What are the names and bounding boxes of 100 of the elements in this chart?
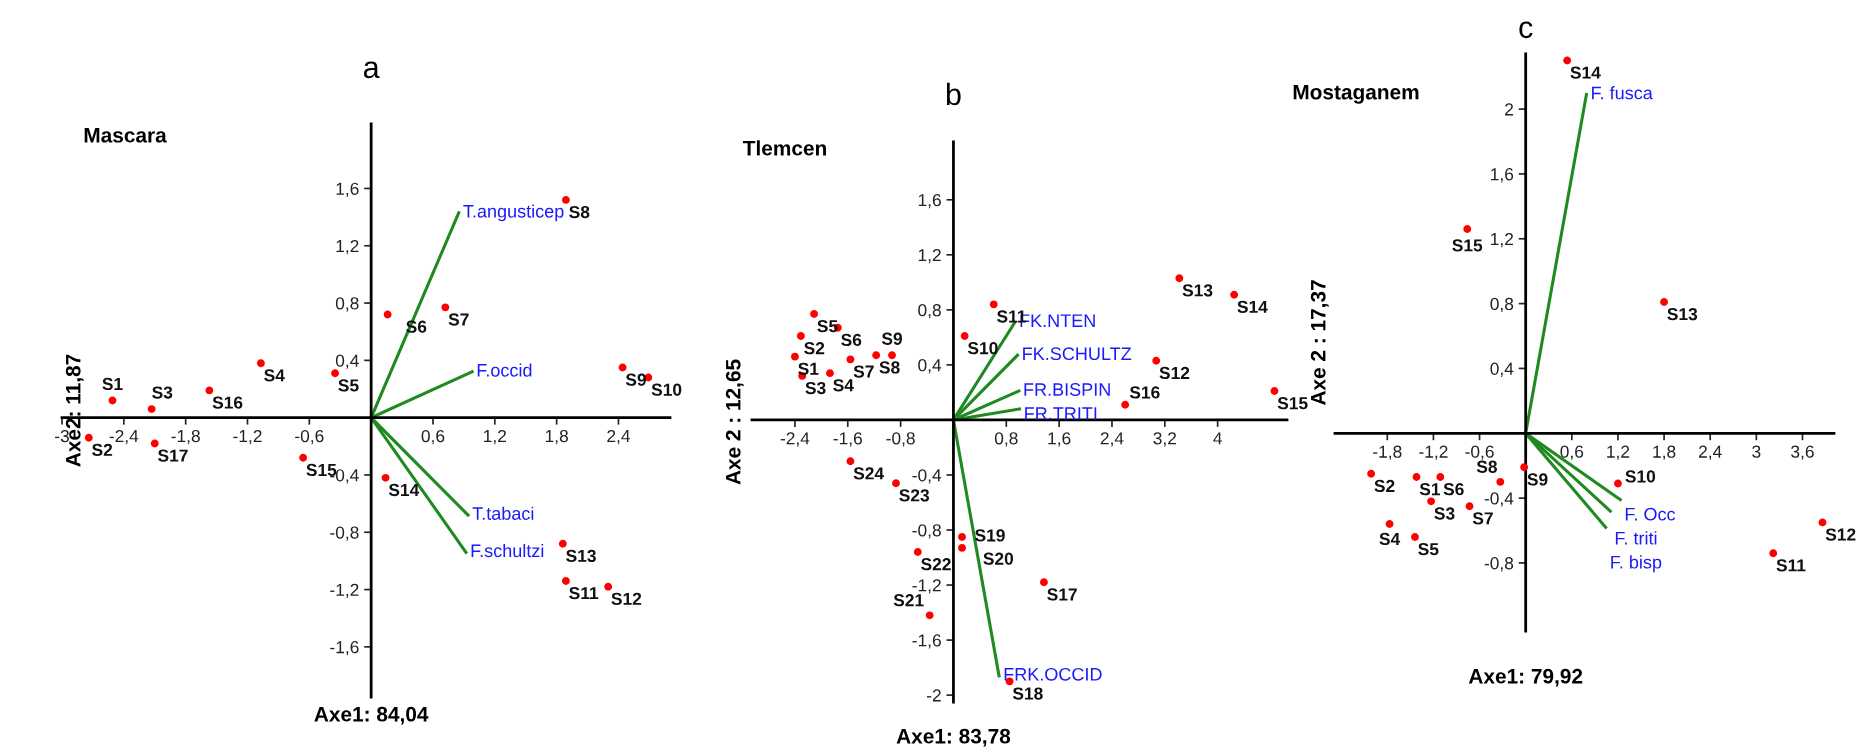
annotation: S9: [881, 332, 902, 345]
annotation: S22: [921, 558, 951, 571]
x-tick-label: 1,2: [1607, 445, 1630, 460]
annotation: S13: [1667, 307, 1698, 321]
y-tick-label: 0,4: [335, 354, 359, 369]
series-label: F. fusca: [1592, 86, 1653, 100]
annotation: S14: [1237, 300, 1268, 314]
annotation: S21: [893, 594, 924, 607]
series-label: F.schultzi: [471, 543, 544, 558]
y-tick-label: 2: [1505, 103, 1513, 116]
annotation: S17: [1047, 588, 1077, 601]
chart-subtitle: Mascara: [84, 128, 167, 143]
x-axis-title: Axe1: 83,78: [896, 728, 1011, 747]
y-tick-label: 1,2: [336, 239, 359, 255]
annotation: S4: [1379, 532, 1401, 546]
x-tick-label: 2,4: [1699, 445, 1722, 460]
y-tick-label: 0,8: [918, 304, 941, 319]
x-tick-label: -1,8: [171, 429, 200, 445]
annotation: S17: [158, 449, 188, 462]
annotation: S18: [1012, 687, 1043, 700]
y-tick-label: -1,6: [330, 641, 359, 656]
annotation: S3: [1434, 507, 1455, 520]
annotation: S7: [853, 365, 874, 378]
y-tick-label: 1,2: [1491, 232, 1514, 248]
x-tick-label: -0,6: [1465, 445, 1494, 460]
annotation: S5: [1418, 543, 1439, 556]
x-axis-title: Axe1: 84,04: [314, 706, 429, 725]
y-tick-label: 0,4: [1490, 362, 1514, 377]
x-tick-label: 2,4: [607, 429, 631, 445]
y-axis-title: Axe 2 : 12,65: [725, 359, 744, 485]
annotation: S12: [1825, 528, 1856, 541]
annotation: S14: [388, 483, 420, 497]
annotation: S9: [625, 373, 646, 386]
y-tick-label: -0,8: [1484, 557, 1514, 572]
series-label: T.tabaci: [472, 506, 534, 520]
annotation: S5: [338, 379, 359, 392]
y-tick-label: -0,4: [1484, 492, 1514, 507]
chart-title: a: [363, 61, 380, 79]
x-tick-label: -0,6: [295, 429, 324, 445]
y-tick-label: 1,6: [336, 182, 359, 197]
annotation: S6: [1443, 483, 1464, 496]
x-tick-label: 0,6: [1560, 445, 1584, 460]
x-tick-label: -0,8: [886, 432, 915, 447]
x-tick-label: -1,2: [1419, 445, 1448, 460]
x-tick-label: 3,2: [1153, 432, 1177, 447]
x-axis-title: Axe1: 79,92: [1468, 668, 1583, 687]
annotation: S12: [1159, 366, 1190, 380]
x-tick-label: -1,8: [1373, 445, 1402, 460]
annotation: S1: [798, 362, 819, 375]
annotation: S7: [448, 313, 469, 326]
y-tick-label: 1,6: [918, 193, 941, 209]
annotation: S13: [1182, 284, 1213, 297]
annotation: S3: [152, 386, 173, 399]
y-tick-label: 1,2: [918, 248, 941, 264]
y-tick-label: 0,8: [335, 297, 359, 312]
x-tick-label: -2,4: [780, 432, 810, 447]
annotation: S14: [1570, 66, 1601, 79]
series-label: FR.TRITI: [1025, 407, 1097, 420]
annotation: S2: [92, 443, 113, 457]
series-label: F. bisp: [1611, 555, 1662, 573]
x-tick-label: 1,8: [1653, 445, 1676, 460]
x-tick-label: 1,6: [1048, 432, 1071, 447]
y-tick-label: -0,8: [330, 526, 359, 541]
annotation: S5: [817, 320, 838, 333]
y-tick-label: 0,8: [1490, 297, 1514, 313]
annotation: S10: [651, 383, 682, 396]
y-tick-label: -0,8: [912, 524, 941, 539]
y-tick-label: -1,2: [330, 583, 359, 599]
chart-title: b: [946, 82, 961, 106]
x-tick-label: -2,4: [109, 429, 139, 445]
x-tick-label: 3,6: [1791, 445, 1814, 460]
y-tick-label: -2: [926, 689, 941, 702]
series-label: FRK.OCCID: [1004, 667, 1102, 681]
annotation: S16: [1129, 386, 1160, 399]
x-tick-label: 1,2: [484, 429, 507, 445]
x-tick-label: -1,6: [833, 432, 862, 447]
chart-title: c: [1519, 21, 1533, 39]
x-tick-label: 0,8: [994, 432, 1018, 447]
y-axis-title: Axe 2 : 17,37: [1310, 280, 1329, 406]
annotation: S4: [833, 379, 854, 392]
x-tick-label: -1,2: [233, 429, 262, 445]
annotation: S8: [569, 205, 590, 219]
annotation: S2: [1374, 479, 1395, 493]
y-tick-label: 1,6: [1491, 168, 1514, 183]
annotation: S9: [1527, 473, 1548, 486]
x-tick-label: 1,8: [545, 429, 568, 445]
annotation: S3: [805, 381, 826, 395]
x-tick-label: 2,4: [1100, 432, 1124, 447]
annotation: S20: [983, 552, 1014, 565]
annotation: S19: [975, 529, 1005, 542]
annotation: S13: [566, 549, 596, 563]
annotation: S16: [212, 396, 243, 409]
series-label: F.occid: [477, 363, 532, 377]
text: Mostaganem: [1293, 84, 1419, 104]
annotation: S11: [1776, 559, 1806, 572]
annotation: S6: [841, 333, 862, 347]
annotation: S23: [899, 489, 930, 502]
series-label: FR.BISPIN: [1024, 383, 1110, 396]
annotation: S15: [1452, 239, 1483, 252]
annotation: S1: [1419, 483, 1441, 496]
